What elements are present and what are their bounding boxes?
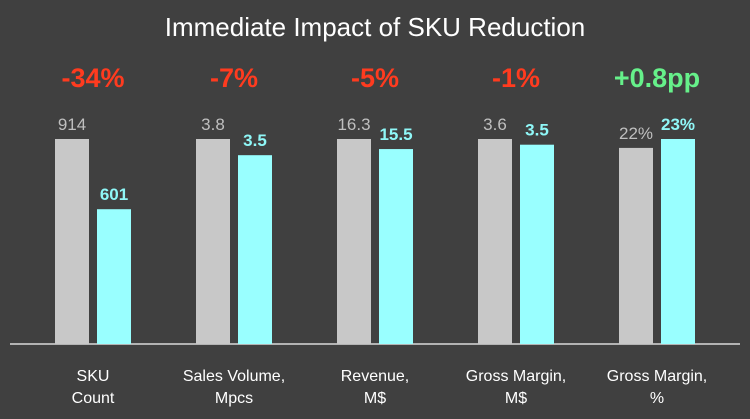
value-label-before-1: 3.8	[201, 115, 225, 134]
category-label-1-line-1: Mpcs	[215, 390, 253, 407]
category-label-2-line-0: Revenue,	[341, 368, 410, 385]
value-label-after-1: 3.5	[243, 131, 267, 150]
category-label-0-line-0: SKU	[77, 368, 110, 385]
category-label-4-line-1: %	[650, 390, 664, 407]
bar-before-3	[478, 139, 512, 344]
value-label-before-2: 16.3	[337, 115, 370, 134]
category-label-1-line-0: Sales Volume,	[183, 368, 285, 385]
bar-after-0	[97, 209, 131, 344]
value-label-before-3: 3.6	[483, 115, 507, 134]
bar-after-2	[379, 149, 413, 344]
value-label-before-4: 22%	[619, 124, 653, 143]
bar-after-4	[661, 139, 695, 344]
value-label-after-4: 23%	[661, 115, 695, 134]
change-label-3: -1%	[492, 63, 540, 93]
change-label-0: -34%	[61, 63, 124, 93]
change-label-4: +0.8pp	[614, 63, 700, 93]
bar-before-4	[619, 147, 653, 344]
change-label-2: -5%	[351, 63, 399, 93]
bar-before-2	[337, 139, 371, 344]
bar-after-1	[238, 155, 272, 344]
chart-marks: 914 601 -34% SKU Count 3.8 3.5 -7% Sales Volume,…	[55, 63, 707, 407]
bar-before-0	[55, 139, 89, 344]
bar-after-3	[520, 144, 554, 344]
category-label-3-line-0: Gross Margin,	[466, 368, 566, 385]
value-label-after-0: 601	[100, 185, 128, 204]
bar-before-1	[196, 139, 230, 344]
chart-title: Immediate Impact of SKU Reduction	[165, 12, 586, 42]
category-label-3-line-1: M$	[505, 390, 527, 407]
change-label-1: -7%	[210, 63, 258, 93]
value-label-after-3: 3.5	[525, 121, 549, 140]
category-label-0-line-1: Count	[72, 390, 115, 407]
value-label-after-2: 15.5	[379, 125, 412, 144]
category-label-2-line-1: M$	[364, 390, 386, 407]
value-label-before-0: 914	[58, 115, 86, 134]
category-label-4-line-0: Gross Margin,	[607, 368, 707, 385]
